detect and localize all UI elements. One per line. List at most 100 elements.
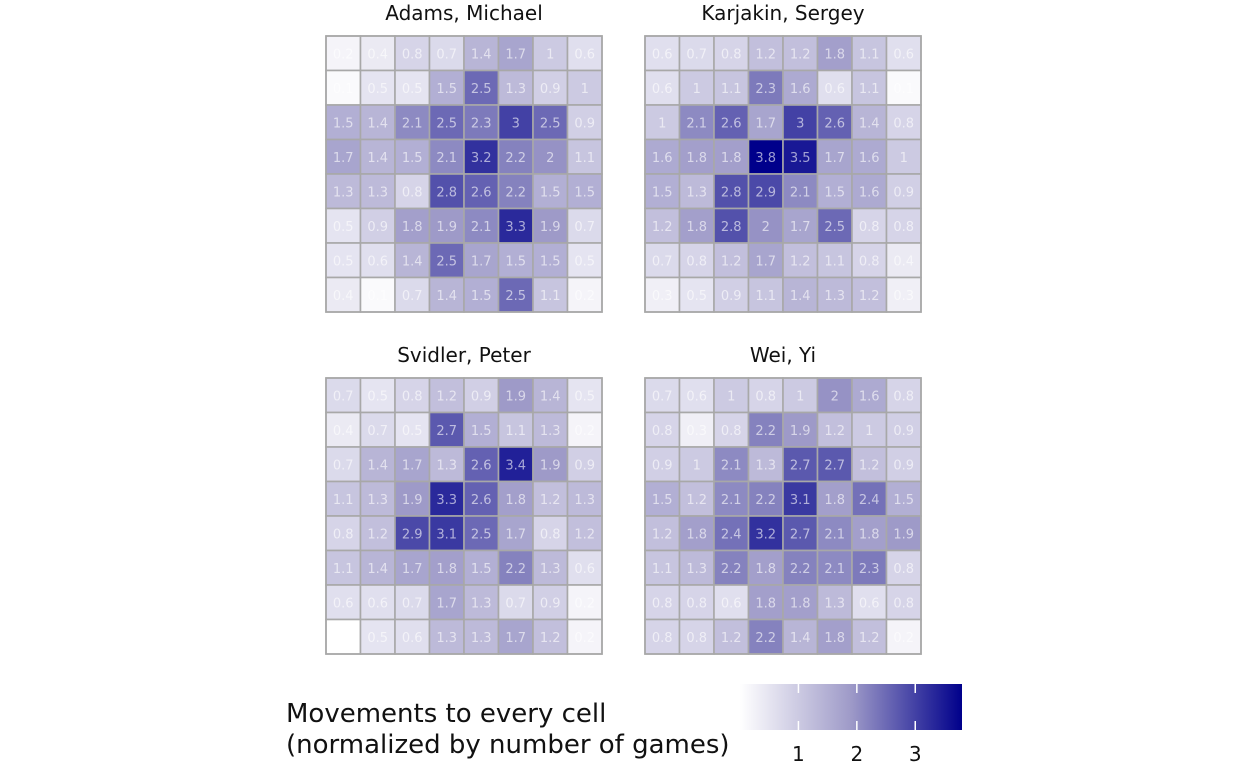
cell-value-label: 0.7 <box>436 47 457 62</box>
cell-value-label: 1.7 <box>333 151 354 166</box>
cell-value-label: 0.8 <box>721 424 742 439</box>
heatmap-cell <box>359 584 396 621</box>
cell-value-label: 2.2 <box>505 562 526 577</box>
panels: Adams, Michael 0.2 0.4 0.8 0.7 1.4 1.7 1 0.6 0.1 0… <box>325 1 922 655</box>
cell-value-label: 2.1 <box>721 493 742 508</box>
cell-value-label: 0.1 <box>333 82 354 97</box>
cell-value-label: 1.5 <box>471 289 492 304</box>
heatmap-cell <box>463 276 500 313</box>
cell-value-label: 0.8 <box>540 527 561 542</box>
cell-value-label: 1.3 <box>367 493 388 508</box>
cell-value-label: 0.8 <box>652 631 673 646</box>
panel-4: Wei, Yi 0.7 0.6 1 0.8 1 2 1.6 0.8 0.8 0.3 0.8 2.2 1.9… <box>644 343 922 655</box>
heatmap-cell <box>885 411 922 448</box>
cell-value-label: 2.5 <box>471 527 492 542</box>
cell-value-label: 0.9 <box>574 116 595 131</box>
cell-value-label: 1.5 <box>505 254 526 269</box>
panel-border <box>325 35 603 313</box>
heatmap-cell <box>359 69 396 106</box>
heatmap-cell <box>394 138 431 175</box>
cell-value-label: 2.6 <box>471 458 492 473</box>
cell-value-label: 1.6 <box>652 151 673 166</box>
heatmap-cell <box>463 377 500 414</box>
cell-value-label: 1.2 <box>790 47 811 62</box>
cell-value-label: 0.2 <box>574 424 595 439</box>
heatmap-cell <box>497 446 534 483</box>
heatmap-cell <box>678 377 715 414</box>
heatmap-cell <box>713 104 750 141</box>
heatmap-cell <box>747 242 784 279</box>
cell-value-label: 1.2 <box>721 254 742 269</box>
cell-value-label: 1.2 <box>790 254 811 269</box>
heatmap-cell <box>678 584 715 621</box>
cell-value-label: 1.7 <box>755 254 776 269</box>
cell-value-label: 1.1 <box>859 47 880 62</box>
cell-value-label: 1.7 <box>755 116 776 131</box>
heatmap-cell <box>678 138 715 175</box>
panel-border <box>644 377 922 655</box>
cell-value-label: 0.7 <box>367 424 388 439</box>
cell-value-label: 0.6 <box>859 596 880 611</box>
cell-value-label: 1.1 <box>652 562 673 577</box>
cell-value-label: 0.8 <box>859 254 880 269</box>
cell-value-label: 1.7 <box>402 458 423 473</box>
cell-value-label: 2 <box>546 151 554 166</box>
heatmap-cell <box>532 411 569 448</box>
cell-value-label: 2.1 <box>721 458 742 473</box>
panel-title: Svidler, Peter <box>397 343 531 367</box>
cell-value-label: 1 <box>658 116 666 131</box>
heatmap-cell <box>428 584 465 621</box>
cell-value-label: 3.1 <box>790 493 811 508</box>
heatmap-cell <box>713 138 750 175</box>
heatmap-cell <box>532 618 569 655</box>
cell-value-label: 1.3 <box>367 185 388 200</box>
cell-value-label: 1.2 <box>540 493 561 508</box>
heatmap-cell <box>816 173 853 210</box>
cell-value-label: 1.5 <box>436 82 457 97</box>
cell-value-label: 2.1 <box>436 151 457 166</box>
cell-value-label: 0.9 <box>540 596 561 611</box>
heatmap-cell <box>428 480 465 517</box>
legend-title-line2: (normalized by number of games) <box>286 730 730 760</box>
cell-value-label: 0.8 <box>893 220 914 235</box>
heatmap-cell <box>644 69 681 106</box>
cell-value-label: 1.2 <box>859 458 880 473</box>
cell-value-label: 0.2 <box>333 47 354 62</box>
cell-value-label: 0.9 <box>893 424 914 439</box>
cell-value-label: 1.5 <box>824 185 845 200</box>
cell-value-label: 1.1 <box>721 82 742 97</box>
cell-value-label: 3.3 <box>505 220 526 235</box>
heatmap-cell <box>644 515 681 552</box>
heatmap-cell <box>782 138 819 175</box>
cell-value-label: 1.5 <box>471 562 492 577</box>
heatmap-cell <box>428 104 465 141</box>
cell-value-label: 1.8 <box>824 493 845 508</box>
heatmap-cell <box>713 584 750 621</box>
heatmap-cell <box>885 242 922 279</box>
legend-tick-label: 2 <box>850 742 863 766</box>
heatmap-cell <box>816 207 853 244</box>
heatmap-cell <box>851 446 888 483</box>
heatmap-cell <box>816 104 853 141</box>
cell-value-label: 0.8 <box>333 527 354 542</box>
cell-value-label: 2.1 <box>824 562 845 577</box>
panel-border <box>644 35 922 313</box>
heatmap-cell <box>678 446 715 483</box>
cell-value-label: 0.4 <box>893 254 914 269</box>
heatmap-cell <box>782 411 819 448</box>
cell-value-label: 0.8 <box>652 596 673 611</box>
cell-value-label: 2.1 <box>471 220 492 235</box>
cell-value-label: 2.3 <box>755 82 776 97</box>
cell-value-label: 3.2 <box>471 151 492 166</box>
cell-value-label: 0.7 <box>505 596 526 611</box>
heatmap-cell <box>497 549 534 586</box>
legend-colorbar <box>740 684 962 730</box>
heatmap-cell <box>644 173 681 210</box>
cell-value-label: 1.4 <box>367 458 388 473</box>
cell-value-label: 1.5 <box>402 151 423 166</box>
cell-value-label: 0.8 <box>402 47 423 62</box>
cell-value-label: 1.3 <box>824 289 845 304</box>
cell-value-label: 0.8 <box>652 424 673 439</box>
cell-value-label: 0.9 <box>574 458 595 473</box>
cell-value-label: 0.2 <box>574 289 595 304</box>
